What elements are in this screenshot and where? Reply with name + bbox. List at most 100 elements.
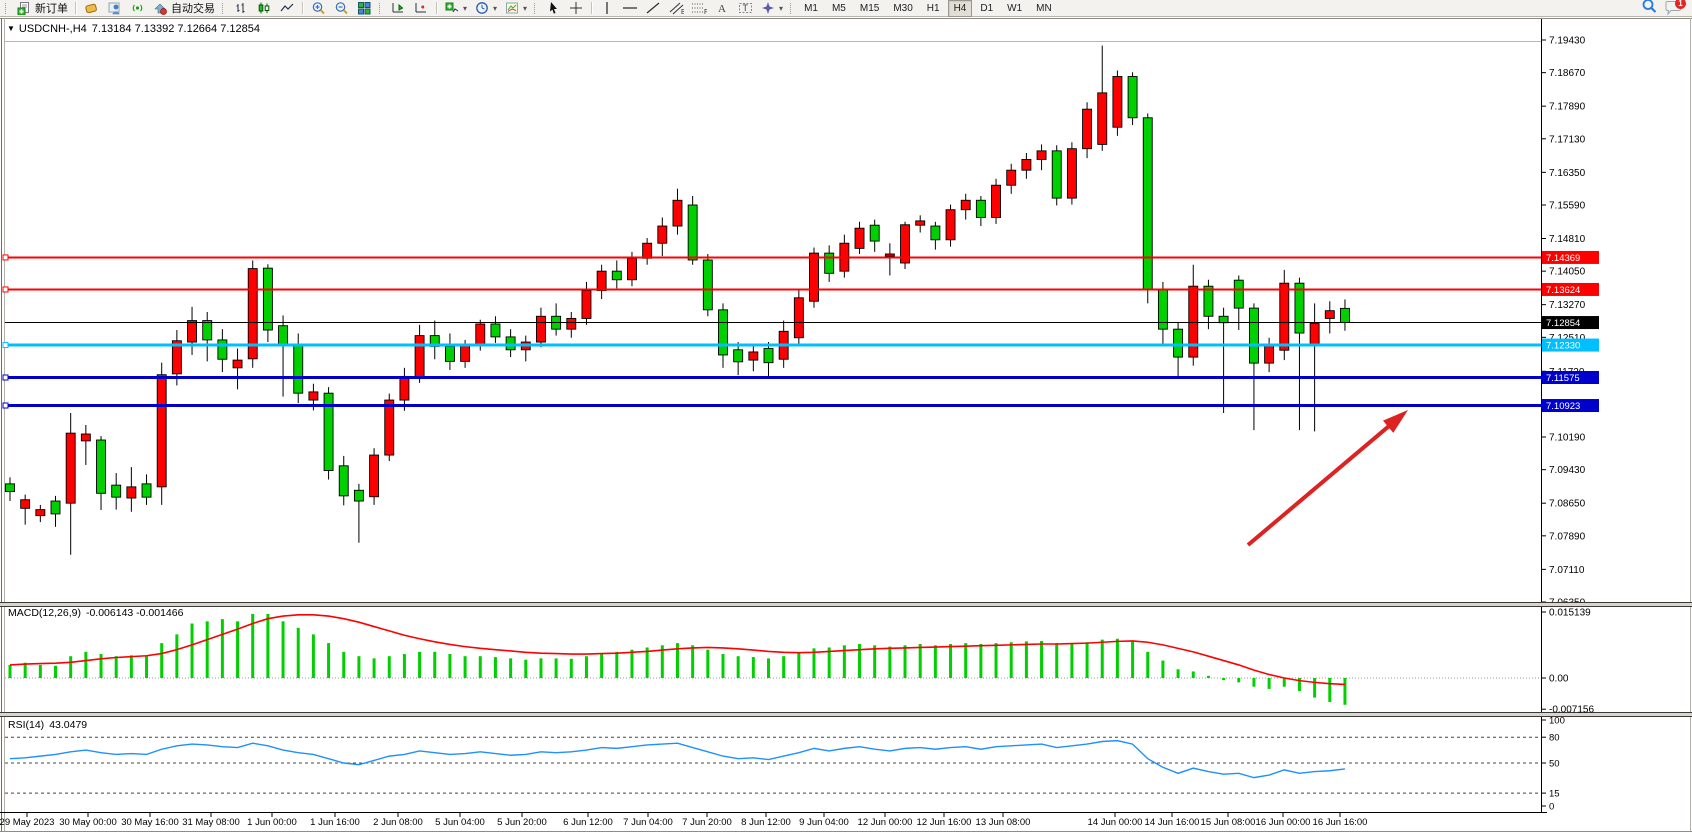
svg-text:16 Jun 16:00: 16 Jun 16:00 — [1313, 817, 1368, 828]
notifications-button[interactable]: 1 — [1664, 0, 1686, 16]
svg-text:1 Jun 16:00: 1 Jun 16:00 — [310, 817, 360, 828]
tf-M30[interactable]: M30 — [893, 2, 913, 14]
quotes-icon — [83, 1, 99, 15]
tf-M1[interactable]: M1 — [804, 2, 818, 14]
vertical-line-button[interactable] — [596, 1, 618, 16]
fibonacci-button[interactable]: F — [688, 1, 710, 16]
toolbar-grip — [222, 2, 226, 14]
chart-layers: 7.19430 7.18670 7.17890 7.17130 7.16350 7.155… — [0, 18, 1692, 832]
tf-M5[interactable]: M5 — [831, 2, 846, 14]
tf-D1[interactable]: D1 — [980, 2, 994, 14]
signals-icon — [129, 1, 145, 15]
price-label-7.14369 — [1542, 250, 1599, 264]
svg-text:0: 0 — [1549, 802, 1554, 813]
bar-chart-button[interactable] — [230, 1, 252, 16]
svg-text:80: 80 — [1549, 733, 1560, 744]
crosshair-button[interactable] — [565, 1, 587, 16]
chart-ohlc-label: 7.13184 7.13392 7.12664 7.12854 — [91, 23, 260, 35]
candles-layer — [5, 45, 1350, 555]
macd-pane: 0.015139 0.00 -0.007156 — [5, 607, 1594, 716]
svg-text:30 May 16:00: 30 May 16:00 — [121, 817, 179, 828]
chart-symbol-label: USDCNH-,H4 — [18, 23, 87, 35]
svg-text:7.14050: 7.14050 — [1549, 267, 1586, 278]
svg-text:7.07110: 7.07110 — [1549, 565, 1585, 576]
tf-W1[interactable]: W1 — [1007, 2, 1023, 14]
tf-H1[interactable]: H1 — [926, 2, 940, 14]
svg-text:50: 50 — [1549, 759, 1560, 770]
periods-button[interactable]: ▾ — [471, 1, 500, 16]
notification-badge: 1 — [1675, 0, 1686, 9]
candlestick-button[interactable] — [253, 1, 275, 16]
toolbar: 新订单 自动交易 — [0, 0, 1692, 17]
svg-text:7.08650: 7.08650 — [1549, 499, 1586, 510]
rsi-indicator-label: RSI(14) 43.0479 — [8, 719, 87, 731]
templates-button[interactable]: ▾ — [501, 1, 530, 16]
timeframe-group: M1 M5 M15 M30 H1 H4 D1 W1 MN — [798, 0, 1058, 17]
chart-shift-icon — [413, 1, 429, 15]
hline-objects — [2, 254, 1541, 409]
svg-text:7.15590: 7.15590 — [1549, 200, 1586, 211]
new-order-button[interactable]: 新订单 — [13, 1, 71, 16]
zoom-in-button[interactable] — [307, 1, 329, 16]
tile-windows-button[interactable] — [353, 1, 375, 16]
text-label-button[interactable]: T — [734, 1, 756, 16]
svg-text:7.12330: 7.12330 — [1546, 341, 1580, 352]
auto-scroll-button[interactable] — [387, 1, 409, 16]
svg-text:14 Jun 00:00: 14 Jun 00:00 — [1088, 817, 1143, 828]
trend-arrow — [1246, 410, 1408, 547]
quotes-button[interactable] — [80, 1, 102, 16]
cursor-icon — [545, 1, 561, 15]
signals-button[interactable] — [126, 1, 148, 16]
line-chart-button[interactable] — [276, 1, 298, 16]
autotrading-label: 自动交易 — [171, 3, 215, 15]
search-button[interactable] — [1641, 0, 1658, 19]
chart-window: 7.19430 7.18670 7.17890 7.17130 7.16350 7.155… — [0, 17, 1692, 837]
price-label-7.13624 — [1542, 282, 1599, 296]
svg-text:7.13624: 7.13624 — [1546, 285, 1580, 296]
svg-text:7 Jun 20:00: 7 Jun 20:00 — [682, 817, 732, 828]
svg-text:2 Jun 08:00: 2 Jun 08:00 — [373, 817, 423, 828]
svg-text:1 Jun 00:00: 1 Jun 00:00 — [247, 817, 297, 828]
collapse-icon[interactable]: ▼ — [7, 24, 15, 33]
price-axis: 7.19430 7.18670 7.17890 7.17130 7.16350 7.155… — [1541, 36, 1599, 609]
text-label-icon: T — [737, 1, 753, 15]
zoom-out-icon — [333, 1, 349, 15]
cursor-button[interactable] — [542, 1, 564, 16]
equidistant-channel-button[interactable]: E — [665, 1, 687, 16]
autotrading-button[interactable]: 自动交易 — [149, 1, 218, 16]
profile-button[interactable] — [103, 1, 125, 16]
zoom-out-button[interactable] — [330, 1, 352, 16]
svg-text:7.13270: 7.13270 — [1549, 300, 1586, 311]
svg-text:14 Jun 16:00: 14 Jun 16:00 — [1145, 817, 1200, 828]
svg-text:E: E — [681, 9, 684, 15]
hline-handle — [2, 374, 9, 381]
trendline-button[interactable] — [642, 1, 664, 16]
svg-text:31 May 08:00: 31 May 08:00 — [182, 817, 240, 828]
svg-text:8 Jun 12:00: 8 Jun 12:00 — [741, 817, 791, 828]
svg-text:7.07890: 7.07890 — [1549, 531, 1586, 542]
horizontal-line-button[interactable] — [619, 1, 641, 16]
svg-text:T: T — [742, 3, 748, 13]
bar-chart-icon — [233, 1, 249, 15]
macd-name: MACD(12,26,9) — [8, 607, 81, 619]
template-icon — [504, 1, 520, 15]
horizontal-line-icon — [622, 1, 638, 15]
indicators-icon — [444, 1, 460, 15]
vertical-line-icon — [599, 1, 615, 15]
indicators-button[interactable]: ▾ — [441, 1, 470, 16]
separator — [75, 2, 76, 14]
svg-text:7.11575: 7.11575 — [1546, 373, 1580, 384]
tf-H4[interactable]: H4 — [947, 0, 973, 17]
svg-text:A: A — [718, 3, 726, 15]
new-order-icon — [16, 1, 32, 15]
tf-M15[interactable]: M15 — [859, 2, 880, 14]
toolbar-grip — [534, 2, 538, 14]
tf-MN[interactable]: MN — [1036, 2, 1052, 14]
arrows-button[interactable]: ▾ — [757, 1, 786, 16]
toolbar-grip — [379, 2, 383, 14]
line-chart-icon — [279, 1, 295, 15]
chart-shift-button[interactable] — [410, 1, 432, 16]
text-button[interactable]: A — [711, 1, 733, 16]
chart-canvas[interactable]: 7.19430 7.18670 7.17890 7.17130 7.16350 7.155… — [0, 17, 1692, 837]
svg-text:7.17890: 7.17890 — [1549, 102, 1586, 113]
